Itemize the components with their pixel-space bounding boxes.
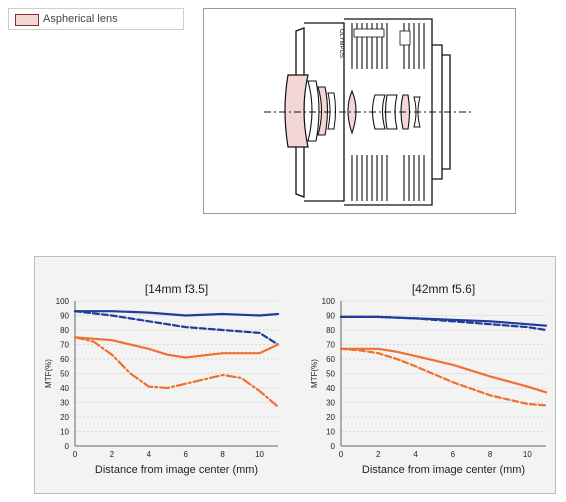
x-tick-label: 10: [255, 450, 264, 459]
y-tick-label: 70: [60, 341, 69, 350]
y-tick-label: 90: [60, 312, 69, 321]
chart-title: [14mm f3.5]: [145, 282, 208, 296]
y-tick-label: 0: [331, 442, 336, 451]
y-tick-label: 40: [326, 384, 335, 393]
x-tick-label: 4: [413, 450, 418, 459]
x-tick-label: 6: [451, 450, 456, 459]
y-tick-label: 60: [326, 355, 335, 364]
mtf-chart-1: [14mm f3.5] 0 10 20 30 40 50 60 70 80 90 100 0 2 4 6 8 10…: [44, 282, 280, 476]
series-line-3: [73, 336, 280, 359]
mtf-chart-2: [42mm f5.6] 0 10 20 30 40 50 60 70 80 90 100 0 2 4 6 8 10…: [310, 282, 548, 476]
legend-label: Aspherical lens: [43, 13, 118, 25]
legend: Aspherical lens: [8, 8, 184, 30]
x-axis-label: Distance from image center (mm): [362, 464, 525, 476]
y-tick-label: 100: [56, 297, 70, 306]
y-tick-label: 80: [60, 326, 69, 335]
lens-diagram: OLYMPUS: [203, 8, 516, 214]
x-tick-label: 4: [147, 450, 152, 459]
x-tick-label: 10: [523, 450, 532, 459]
y-tick-label: 30: [326, 399, 335, 408]
y-tick-label: 80: [326, 326, 335, 335]
lens-cross-section-drawing: OLYMPUS: [264, 18, 474, 206]
y-axis-label: MTF(%): [44, 359, 53, 388]
x-tick-label: 8: [220, 450, 225, 459]
series-line-2: [73, 310, 280, 346]
series-line-2: [339, 315, 548, 332]
x-tick-label: 2: [376, 450, 381, 459]
series-line-4: [73, 336, 280, 408]
y-tick-label: 10: [60, 428, 69, 437]
aspherical-swatch: [15, 14, 39, 26]
x-tick-label: 2: [110, 450, 115, 459]
y-tick-label: 20: [326, 413, 335, 422]
y-tick-label: 20: [60, 413, 69, 422]
y-tick-label: 50: [326, 370, 335, 379]
x-tick-label: 0: [339, 450, 344, 459]
y-tick-label: 0: [65, 442, 70, 451]
y-tick-label: 100: [322, 297, 336, 306]
series-line-3: [339, 347, 548, 394]
y-axis-label: MTF(%): [310, 359, 319, 388]
y-tick-label: 50: [60, 370, 69, 379]
chart-title: [42mm f5.6]: [412, 282, 475, 296]
y-tick-label: 10: [326, 428, 335, 437]
y-tick-label: 40: [60, 384, 69, 393]
x-tick-label: 0: [73, 450, 78, 459]
mtf-chart-panel: [14mm f3.5] 0 10 20 30 40 50 60 70 80 90 100 0 2 4 6 8 10…: [34, 256, 556, 494]
brand-text: OLYMPUS: [338, 29, 344, 58]
y-tick-label: 60: [60, 355, 69, 364]
series-line-1: [73, 310, 280, 317]
x-axis-label: Distance from image center (mm): [95, 464, 258, 476]
x-tick-label: 6: [184, 450, 189, 459]
y-tick-label: 90: [326, 312, 335, 321]
y-tick-label: 30: [60, 399, 69, 408]
series-line-4: [339, 347, 548, 407]
x-tick-label: 8: [488, 450, 493, 459]
y-tick-label: 70: [326, 341, 335, 350]
